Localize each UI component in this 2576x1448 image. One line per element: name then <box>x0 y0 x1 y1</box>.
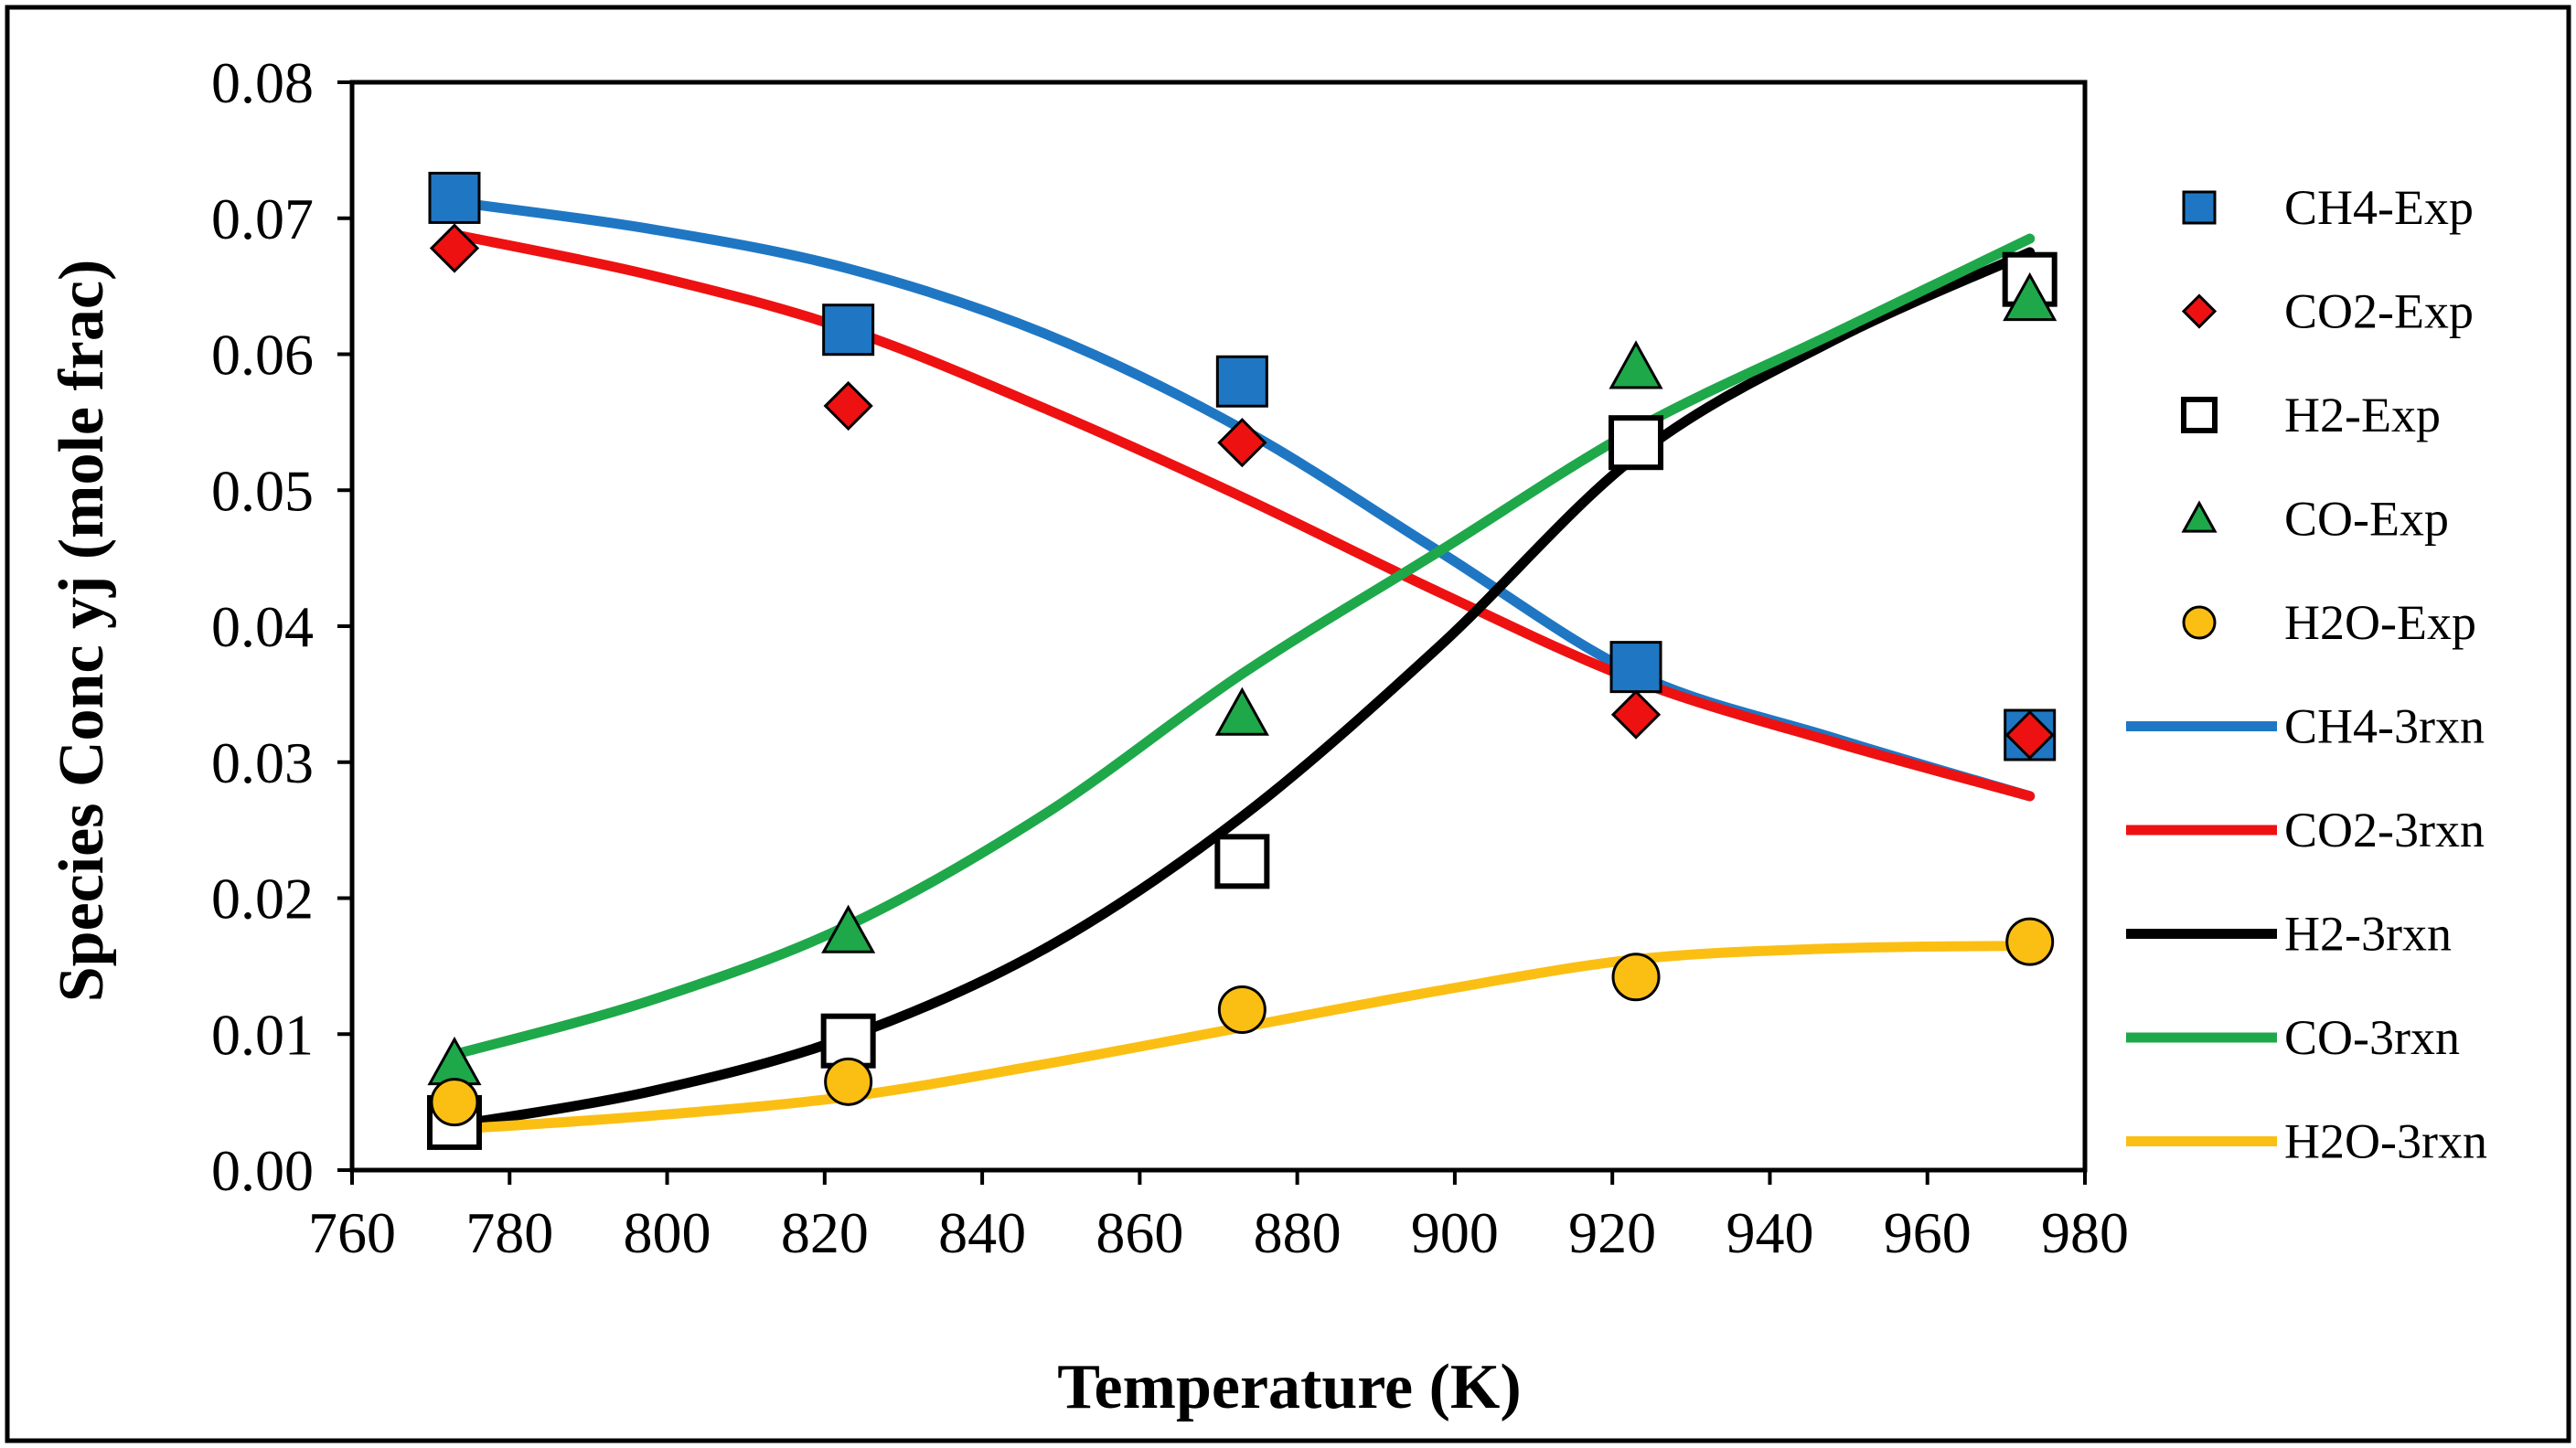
legend-label: CO-Exp <box>2284 492 2449 547</box>
data-point-CO-Exp <box>2003 272 2058 322</box>
series-line-H2-3rxn <box>449 247 2036 1131</box>
data-point-H2O-Exp <box>824 1057 873 1106</box>
legend-label: CH4-Exp <box>2284 180 2474 235</box>
data-point-CH4-Exp <box>822 303 875 357</box>
x-tick-label: 860 <box>1096 1200 1183 1265</box>
axes: 760 780 800 820 840 860 880 900 920 940 960 980 0.00… <box>211 50 2129 1265</box>
legend-label: CO2-Exp <box>2284 284 2474 339</box>
legend-label: CH4-3rxn <box>2284 699 2485 754</box>
y-tick-label: 0.05 <box>211 458 314 523</box>
data-point-H2O-Exp <box>430 1078 479 1127</box>
legend-marker-CO-Exp <box>2181 500 2218 533</box>
legend-marker-H2-Exp <box>2181 397 2218 433</box>
x-tick-label: 820 <box>781 1200 869 1265</box>
data-point-CO2-Exp <box>1610 689 1662 740</box>
x-tick-label: 940 <box>1726 1200 1813 1265</box>
data-point-CO2-Exp <box>1217 418 1267 468</box>
y-tick-label: 0.04 <box>211 594 314 659</box>
series-line-CO2-3rxn <box>449 229 2036 802</box>
legend-label: H2-Exp <box>2284 388 2441 442</box>
x-tick-label: 760 <box>308 1200 396 1265</box>
legend-marker-CO2-Exp <box>2181 293 2218 329</box>
x-tick-label: 840 <box>938 1200 1026 1265</box>
x-tick-label: 960 <box>1884 1200 1972 1265</box>
y-tick-label: 0.06 <box>211 323 314 388</box>
y-tick-label: 0.07 <box>211 186 314 251</box>
x-axis-title: Temperature (K) <box>1057 1352 1521 1422</box>
data-point-H2-Exp <box>1609 415 1664 471</box>
legend-label: H2O-3rxn <box>2284 1114 2487 1169</box>
plot-area <box>426 171 2058 1150</box>
y-tick-label: 0.08 <box>211 50 314 115</box>
data-point-CH4-Exp <box>1609 641 1662 694</box>
y-tick-label: 0.00 <box>211 1138 314 1203</box>
x-tick-label: 800 <box>624 1200 711 1265</box>
y-tick-label: 0.01 <box>211 1002 314 1067</box>
series-line-CO-3rxn <box>449 233 2036 1060</box>
data-point-CH4-Exp <box>1215 355 1268 408</box>
data-point-H2O-Exp <box>1217 985 1267 1034</box>
legend-label: H2-3rxn <box>2284 907 2452 962</box>
data-point-H2O-Exp <box>1611 953 1661 1002</box>
x-tick-label: 980 <box>2041 1200 2129 1265</box>
data-point-CO2-Exp <box>823 380 873 431</box>
x-tick-label: 900 <box>1411 1200 1499 1265</box>
data-point-CO2-Exp <box>429 223 480 273</box>
legend-marker-H2O-Exp <box>2182 605 2217 640</box>
data-point-CO2-Exp <box>2004 709 2055 761</box>
data-point-CO-Exp <box>821 904 876 953</box>
data-point-H2-Exp <box>1214 834 1270 889</box>
data-point-CO-Exp <box>1214 687 1269 736</box>
legend-label: H2O-Exp <box>2284 595 2476 650</box>
x-tick-label: 780 <box>465 1200 553 1265</box>
x-tick-label: 920 <box>1568 1200 1656 1265</box>
legend: CH4-Exp CO2-Exp H2-Exp CO-Exp H2O-Exp CH4-3rx… <box>2126 180 2487 1169</box>
y-axis-title: Species Conc yj (mole frac) <box>47 260 117 1003</box>
y-tick-label: 0.03 <box>211 730 314 795</box>
data-point-CO-Exp <box>1609 340 1663 389</box>
data-point-H2O-Exp <box>2005 917 2055 966</box>
x-tick-label: 880 <box>1254 1200 1341 1265</box>
legend-marker-CH4-Exp <box>2182 190 2217 225</box>
y-tick-label: 0.02 <box>211 867 314 932</box>
legend-label: CO-3rxn <box>2284 1010 2460 1065</box>
legend-label: CO2-3rxn <box>2284 803 2485 857</box>
data-point-CH4-Exp <box>428 171 481 224</box>
